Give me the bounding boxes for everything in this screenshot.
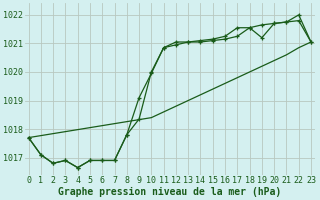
X-axis label: Graphe pression niveau de la mer (hPa): Graphe pression niveau de la mer (hPa) [58,186,281,197]
